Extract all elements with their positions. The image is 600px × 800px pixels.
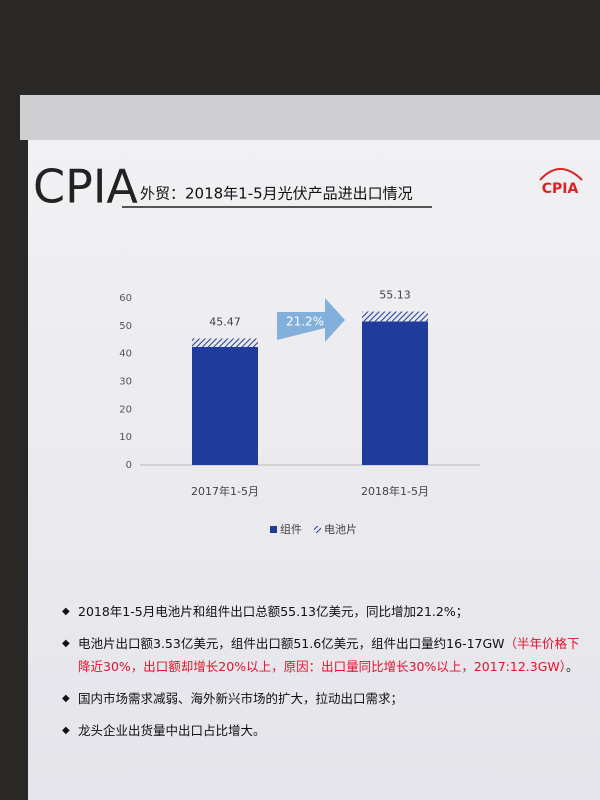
bullet-text: （半年价格下降近30%，出口额却增长20%以上，原因：出口量同比增长30%以上，… bbox=[78, 636, 580, 674]
growth-arrow bbox=[277, 298, 345, 342]
bar-segment bbox=[192, 346, 258, 465]
legend-swatch bbox=[314, 526, 321, 533]
legend-swatch bbox=[270, 526, 277, 533]
y-tick-label: 50 bbox=[119, 321, 132, 332]
legend-label: 组件 bbox=[280, 522, 302, 536]
bullet-text: 国内市场需求减弱、海外新兴市场的扩大，拉动出口需求； bbox=[78, 691, 404, 706]
bar-segment bbox=[362, 321, 428, 465]
y-tick-label: 0 bbox=[126, 460, 132, 471]
x-tick-label: 2018年1-5月 bbox=[361, 484, 429, 498]
total-label: 45.47 bbox=[209, 315, 241, 328]
bar-segment bbox=[192, 338, 258, 347]
badge: CPIA bbox=[542, 181, 579, 197]
bullet-text: 龙头企业出货量中出口占比增大。 bbox=[78, 723, 266, 738]
bar-segment bbox=[362, 311, 428, 322]
slide-title: 外贸：2018年1-5月光伏产品进出口情况 bbox=[140, 185, 413, 203]
total-label: 55.13 bbox=[379, 289, 411, 302]
logo: CPIA bbox=[33, 160, 138, 214]
growth-label: 21.2% bbox=[286, 315, 324, 329]
bullet: 龙头企业出货量中出口占比增大。 bbox=[62, 719, 587, 742]
x-tick-label: 2017年1-5月 bbox=[191, 484, 259, 498]
screen-edge bbox=[20, 95, 600, 140]
bullet-text: 。 bbox=[566, 659, 579, 674]
bullet-list: 2018年1-5月电池片和组件出口总额55.13亿美元，同比增加21.2%； 电池… bbox=[62, 600, 587, 751]
bullet-text: 2018年1-5月电池片和组件出口总额55.13亿美元，同比增加21.2%； bbox=[78, 604, 469, 619]
y-tick-label: 10 bbox=[119, 432, 132, 443]
bullet: 国内市场需求减弱、海外新兴市场的扩大，拉动出口需求； bbox=[62, 687, 587, 710]
bullet: 2018年1-5月电池片和组件出口总额55.13亿美元，同比增加21.2%； bbox=[62, 600, 587, 623]
y-tick-label: 30 bbox=[119, 377, 132, 388]
bullet-text: 电池片出口额3.53亿美元，组件出口额51.6亿美元，组件出口量约16-17GW bbox=[78, 636, 505, 651]
bullet: 电池片出口额3.53亿美元，组件出口额51.6亿美元，组件出口量约16-17GW… bbox=[62, 632, 587, 678]
y-tick-label: 40 bbox=[119, 349, 132, 360]
legend-label: 电池片 bbox=[324, 523, 357, 536]
y-tick-label: 20 bbox=[119, 404, 132, 415]
badge-arc bbox=[539, 168, 583, 181]
y-tick-label: 60 bbox=[119, 293, 132, 304]
